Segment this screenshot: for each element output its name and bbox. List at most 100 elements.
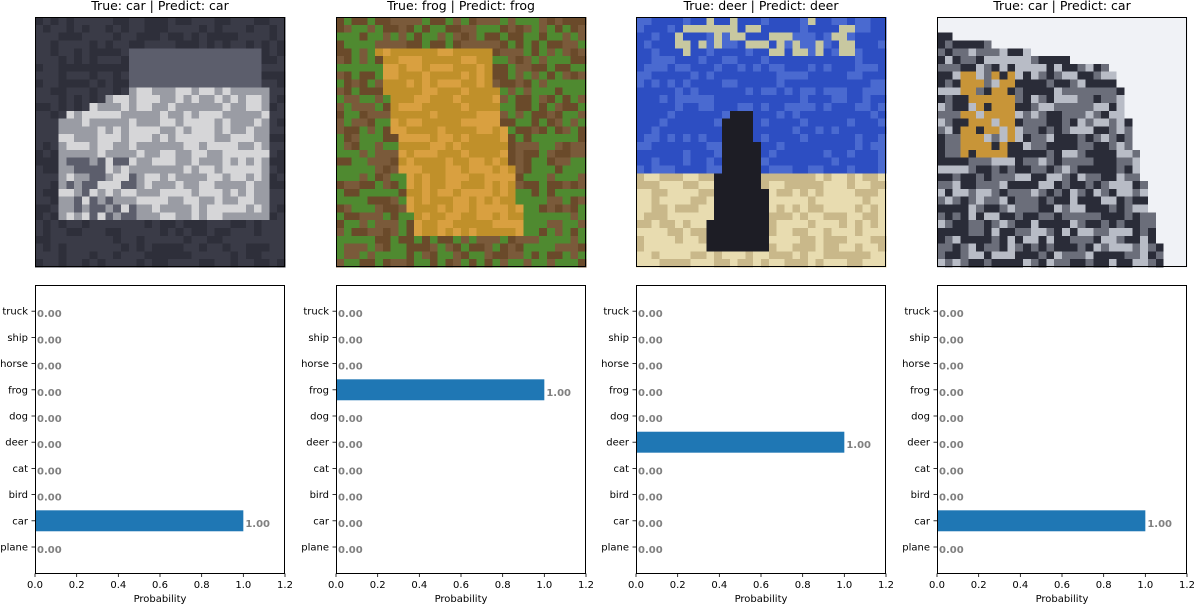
value-label: 0.00 — [638, 545, 663, 556]
category-label: truck — [904, 307, 930, 318]
image-frame — [937, 17, 1187, 267]
category-label: ship — [7, 333, 28, 344]
value-label: 0.00 — [37, 440, 62, 451]
x-tick-label: 1.2 — [578, 580, 594, 591]
value-label: 0.00 — [638, 362, 663, 373]
x-tick-label: 0.4 — [110, 580, 126, 591]
x-tick-label: 0.6 — [753, 580, 769, 591]
category-label: dog — [911, 412, 930, 423]
value-label: 0.00 — [638, 388, 663, 399]
frog-thumbnail-image — [336, 17, 587, 268]
category-label: plane — [902, 543, 930, 554]
value-label: 0.00 — [939, 493, 964, 504]
probability-bar — [35, 510, 244, 532]
category-label: cat — [12, 464, 28, 475]
axes-frame — [336, 285, 586, 574]
value-label: 0.00 — [638, 466, 663, 477]
category-label: frog — [609, 385, 629, 396]
category-label: frog — [8, 385, 28, 396]
value-label: 0.00 — [638, 519, 663, 530]
value-label: 0.00 — [37, 466, 62, 477]
category-label: truck — [2, 307, 28, 318]
x-tick-label: 0.4 — [711, 580, 727, 591]
value-label: 0.00 — [338, 545, 363, 556]
x-tick-label: 0.0 — [929, 580, 945, 591]
category-label: car — [613, 516, 630, 527]
category-label: cat — [313, 464, 329, 475]
value-label: 0.00 — [338, 335, 363, 346]
x-tick-label: 0.0 — [328, 580, 344, 591]
value-label: 0.00 — [939, 362, 964, 373]
value-label: 1.00 — [546, 388, 571, 399]
x-tick-label: 1.0 — [1137, 580, 1153, 591]
panel-title: True: car | Predict: car — [992, 0, 1131, 13]
x-tick-label: 0.2 — [370, 580, 386, 591]
category-label: deer — [606, 438, 630, 449]
x-tick-label: 1.0 — [836, 580, 852, 591]
category-label: horse — [902, 359, 930, 370]
value-label: 0.00 — [939, 388, 964, 399]
x-tick-label: 0.8 — [795, 580, 811, 591]
x-axis-label: Probability — [1036, 594, 1089, 604]
probability-bar — [336, 379, 545, 401]
value-label: 0.00 — [37, 335, 62, 346]
value-label: 0.00 — [338, 466, 363, 477]
category-label: frog — [910, 385, 930, 396]
x-tick-label: 0.8 — [495, 580, 511, 591]
value-label: 0.00 — [338, 309, 363, 320]
value-label: 0.00 — [939, 335, 964, 346]
category-label: dog — [610, 412, 629, 423]
value-label: 0.00 — [939, 414, 964, 425]
category-label: plane — [601, 543, 629, 554]
value-label: 0.00 — [338, 493, 363, 504]
axes-frame — [636, 285, 886, 574]
image-frame — [636, 17, 886, 267]
value-label: 0.00 — [338, 414, 363, 425]
category-label: horse — [601, 359, 629, 370]
category-label: ship — [608, 333, 629, 344]
x-tick-label: 0.2 — [971, 580, 987, 591]
category-label: dog — [310, 412, 329, 423]
x-tick-label: 0.4 — [411, 580, 427, 591]
category-label: frog — [309, 385, 329, 396]
category-label: bird — [911, 490, 930, 501]
x-tick-label: 1.2 — [878, 580, 894, 591]
probability-bar — [937, 510, 1146, 532]
value-label: 0.00 — [939, 440, 964, 451]
value-label: 0.00 — [638, 493, 663, 504]
value-label: 0.00 — [638, 309, 663, 320]
x-tick-label: 1.2 — [1179, 580, 1194, 591]
value-label: 0.00 — [638, 414, 663, 425]
category-label: horse — [0, 359, 28, 370]
category-label: dog — [9, 412, 28, 423]
value-label: 1.00 — [846, 440, 871, 451]
category-label: cat — [613, 464, 629, 475]
x-axis-label: Probability — [134, 594, 187, 604]
value-label: 0.00 — [37, 493, 62, 504]
value-label: 0.00 — [939, 545, 964, 556]
value-label: 0.00 — [37, 309, 62, 320]
category-label: bird — [310, 490, 329, 501]
x-tick-label: 0.2 — [670, 580, 686, 591]
category-label: truck — [303, 307, 329, 318]
value-label: 0.00 — [37, 362, 62, 373]
category-label: deer — [907, 438, 931, 449]
x-tick-label: 0.4 — [1012, 580, 1028, 591]
category-label: car — [313, 516, 330, 527]
value-label: 0.00 — [338, 362, 363, 373]
category-label: ship — [909, 333, 930, 344]
category-label: cat — [914, 464, 930, 475]
category-label: horse — [301, 359, 329, 370]
category-label: car — [914, 516, 931, 527]
x-axis-label: Probability — [735, 594, 788, 604]
category-label: bird — [9, 490, 28, 501]
x-tick-label: 0.8 — [1096, 580, 1112, 591]
car-thumbnail-image — [937, 17, 1188, 268]
x-axis-label: Probability — [435, 594, 488, 604]
value-label: 1.00 — [245, 519, 270, 530]
value-label: 0.00 — [939, 466, 964, 477]
deer-thumbnail-image — [636, 17, 887, 268]
x-tick-label: 1.2 — [277, 580, 293, 591]
value-label: 0.00 — [338, 519, 363, 530]
